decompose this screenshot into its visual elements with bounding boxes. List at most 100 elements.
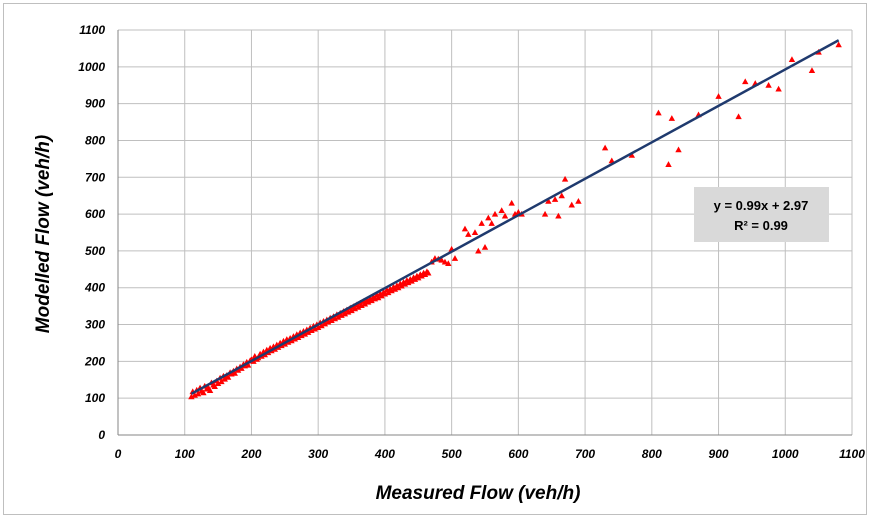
trendline-layer (190, 39, 840, 395)
scatter-chart: 0 100 200 300 400 500 600 700 800 900 1000 1100 0 10… (33, 23, 865, 504)
data-point (675, 146, 682, 153)
data-point (321, 320, 329, 327)
y-tick-label: 0 (98, 428, 105, 442)
data-point (551, 196, 559, 202)
data-point (628, 151, 635, 158)
equation-box: y = 0.99x + 2.97 R² = 0.99 (694, 187, 829, 242)
x-tick-label: 0 (115, 447, 122, 461)
data-point (601, 144, 609, 151)
data-point (341, 310, 349, 317)
data-point (308, 327, 315, 333)
data-point (338, 312, 345, 318)
data-point (655, 109, 662, 116)
data-point (788, 56, 796, 63)
data-point (311, 325, 319, 332)
x-tick-label: 300 (308, 447, 328, 461)
data-point (541, 210, 549, 217)
data-point (438, 256, 445, 263)
data-point (218, 378, 225, 385)
data-point (425, 269, 432, 276)
data-point (294, 334, 302, 340)
chart-frame: 0 100 200 300 400 500 600 700 800 900 1000 1100 0 10… (3, 3, 867, 515)
data-point (194, 390, 202, 397)
data-point (408, 277, 415, 284)
data-point (478, 220, 485, 226)
data-point (668, 115, 676, 121)
trendline (190, 39, 840, 395)
data-point (568, 201, 575, 208)
data-point (361, 300, 369, 307)
data-point (401, 280, 409, 287)
data-point (545, 198, 552, 204)
data-point (365, 298, 372, 305)
y-tick-label: 500 (85, 244, 105, 258)
y-tick-label: 1000 (78, 60, 105, 74)
data-point (405, 279, 412, 286)
data-point (742, 78, 749, 85)
data-point (498, 207, 505, 213)
x-axis-title: Measured Flow (veh/h) (376, 483, 581, 504)
x-tick-label: 800 (642, 447, 662, 461)
y-tick-label: 400 (84, 281, 105, 295)
data-point (508, 199, 515, 206)
data-point (314, 324, 322, 331)
data-point (665, 161, 672, 167)
data-point (224, 373, 232, 380)
data-point (221, 375, 228, 382)
y-tick-label: 900 (85, 97, 105, 111)
data-point (231, 369, 238, 376)
data-point (421, 271, 429, 278)
data-point (355, 304, 362, 310)
data-point (481, 244, 489, 250)
data-point (381, 290, 389, 297)
x-tick-label: 400 (374, 447, 395, 461)
data-point (211, 383, 218, 389)
data-point (471, 229, 479, 236)
data-point (378, 292, 385, 299)
data-point (351, 305, 359, 312)
data-point (441, 258, 449, 265)
data-point (388, 287, 395, 294)
data-point (398, 282, 405, 289)
y-tick-label: 600 (85, 207, 105, 221)
equation-box-background (694, 187, 829, 242)
data-point (328, 317, 335, 324)
data-point (558, 192, 565, 199)
data-point (485, 214, 492, 221)
data-point (765, 82, 772, 88)
data-point (298, 332, 305, 339)
data-point (200, 389, 207, 396)
data-point (575, 198, 582, 204)
trendline-equation: y = 0.99x + 2.97 (714, 198, 809, 213)
data-point (318, 322, 325, 329)
data-point (465, 231, 472, 237)
data-point (608, 157, 615, 164)
x-tick-label: 200 (240, 447, 261, 461)
data-point (304, 329, 312, 335)
data-point (451, 255, 459, 261)
y-tick-label: 200 (84, 354, 105, 368)
data-point (445, 260, 452, 266)
data-point (415, 274, 422, 281)
data-point (501, 212, 509, 219)
data-point (491, 210, 499, 217)
x-tick-label: 600 (508, 447, 528, 461)
y-axis-title: Modelled Flow (veh/h) (33, 135, 54, 333)
data-point (488, 220, 495, 226)
x-tick-label: 100 (175, 447, 195, 461)
y-tick-label: 300 (85, 318, 105, 332)
y-tick-label: 700 (85, 170, 105, 184)
data-point (835, 41, 842, 48)
data-point (188, 393, 195, 400)
data-point (418, 272, 425, 279)
x-tick-label: 500 (442, 447, 462, 461)
r-squared-label: R² = 0.99 (734, 218, 788, 233)
y-tick-labels: 0 100 200 300 400 500 600 700 800 900 1000 1100 (78, 23, 105, 442)
data-point (238, 365, 245, 371)
data-point (411, 276, 419, 282)
data-point (391, 286, 399, 292)
data-point (324, 318, 332, 325)
data-point (375, 294, 382, 301)
x-tick-label: 900 (709, 447, 729, 461)
y-tick-label: 800 (85, 133, 105, 147)
